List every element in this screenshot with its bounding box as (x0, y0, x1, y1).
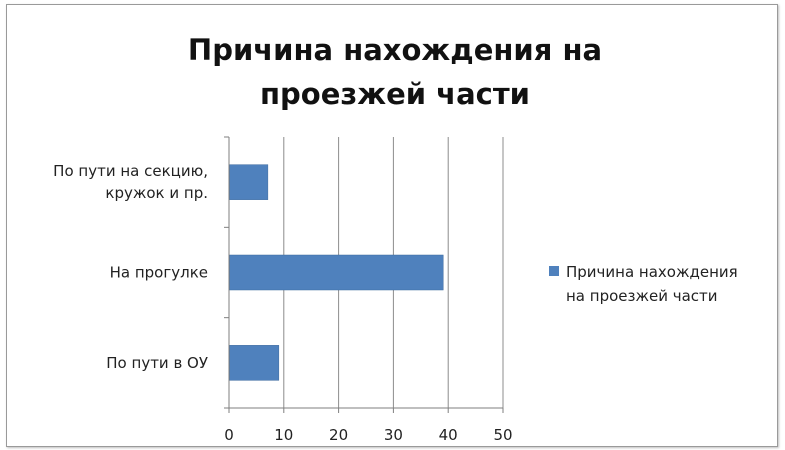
category-label: По пути на секцию, (53, 162, 208, 180)
bar (229, 345, 280, 381)
legend-label: на проезжей части (566, 287, 718, 305)
chart-frame (6, 4, 778, 447)
x-tick-label: 50 (493, 426, 512, 444)
category-label: кружок и пр. (105, 184, 208, 202)
legend: Причина нахождения на проезжей части (549, 263, 738, 305)
bars (229, 164, 444, 381)
bar (229, 254, 444, 291)
x-tick-label: 30 (384, 426, 403, 444)
legend-label: Причина нахождения (566, 263, 738, 281)
x-tick-label: 10 (274, 426, 293, 444)
bar (229, 164, 269, 200)
chart-title-line-1: Причина нахождения на (187, 33, 603, 67)
axes (224, 136, 504, 413)
legend-swatch (549, 266, 559, 276)
chart-title-line-2: проезжей части (260, 77, 530, 111)
x-tick-label: 20 (329, 426, 348, 444)
x-tick-label: 0 (224, 426, 234, 444)
x-tick-labels: 0 10 20 30 40 50 (224, 426, 512, 444)
category-labels: По пути на секцию, кружок и пр. На прогулк… (53, 162, 208, 372)
category-label: По пути в ОУ (106, 354, 208, 372)
category-label: На прогулке (110, 264, 208, 282)
x-tick-label: 40 (439, 426, 458, 444)
